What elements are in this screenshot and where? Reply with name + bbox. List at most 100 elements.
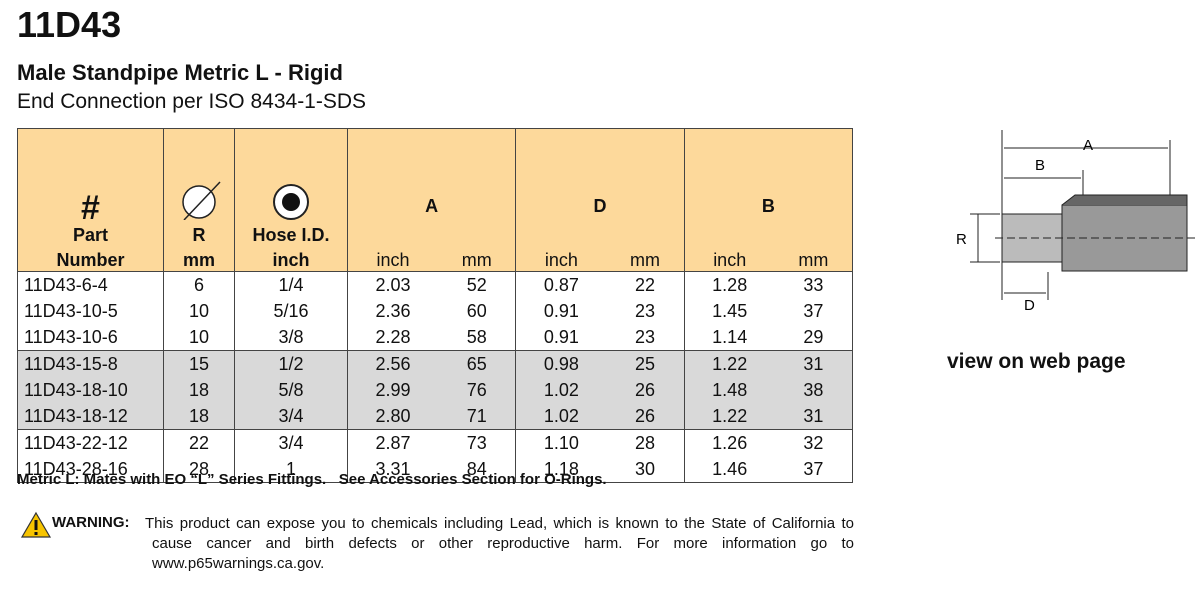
table-row: 11D43-18-12 18 3/4 2.80 71 1.02 26 1.22 31 bbox=[17, 403, 853, 430]
header-cell: # Part bbox=[17, 128, 164, 246]
dim-label: A bbox=[1083, 137, 1093, 154]
diagram: A B R D bbox=[956, 130, 1197, 314]
table-cell: 2.03 bbox=[347, 271, 439, 298]
group-header: D bbox=[515, 128, 685, 246]
table-cell: 18 bbox=[163, 377, 235, 403]
unit-header: inch bbox=[683, 246, 775, 272]
table-cell: 15 bbox=[163, 350, 235, 377]
dim-label: D bbox=[1024, 297, 1035, 314]
table-cell: 2.28 bbox=[347, 324, 439, 351]
table-row: 11D43-15-8 15 1/2 2.56 65 0.98 25 1.22 31 bbox=[17, 350, 853, 377]
table-cell: 11D43-18-12 bbox=[17, 403, 164, 430]
table-cell: 5/16 bbox=[234, 298, 348, 324]
table-cell: 26 bbox=[606, 377, 685, 403]
table-cell: 3.31 bbox=[347, 456, 439, 483]
table-row: 11D43-28-16 28 1 3.31 84 1.18 30 1.46 37 bbox=[17, 456, 853, 483]
table-cell: 0.87 bbox=[515, 271, 607, 298]
table-cell: 10 bbox=[163, 324, 235, 351]
table-cell: 30 bbox=[606, 456, 685, 483]
table-cell: 22 bbox=[606, 271, 685, 298]
header-text: mm bbox=[163, 246, 235, 272]
header-text: Number bbox=[17, 246, 164, 272]
table-cell: 73 bbox=[438, 429, 517, 456]
table-cell: 1.10 bbox=[515, 429, 607, 456]
table-cell: 76 bbox=[438, 377, 517, 403]
hose-icon bbox=[273, 184, 309, 220]
header-text: inch bbox=[234, 246, 348, 272]
table-cell: 1.22 bbox=[683, 403, 775, 430]
table-cell: 1.28 bbox=[683, 271, 775, 298]
dim-label: B bbox=[1035, 157, 1045, 174]
dim-label: R bbox=[956, 231, 967, 248]
table-cell: 1.02 bbox=[515, 403, 607, 430]
table-row: 11D43-6-4 6 1/4 2.03 52 0.87 22 1.28 33 bbox=[17, 271, 853, 298]
table-cell: 38 bbox=[774, 377, 853, 403]
table-cell: 1.14 bbox=[683, 324, 775, 351]
table-cell: 26 bbox=[606, 403, 685, 430]
table-cell: 1/2 bbox=[234, 350, 348, 377]
symbol: # bbox=[81, 189, 100, 227]
table-cell: 11D43-6-4 bbox=[17, 271, 164, 298]
table-cell: 65 bbox=[438, 350, 517, 377]
table-cell: 52 bbox=[438, 271, 517, 298]
table-cell: 1.46 bbox=[683, 456, 775, 483]
unit-header: mm bbox=[606, 246, 685, 272]
table-cell: 10 bbox=[163, 298, 235, 324]
table-cell: 31 bbox=[774, 350, 853, 377]
group-header: A bbox=[346, 128, 517, 246]
table-cell: 84 bbox=[438, 456, 517, 483]
unit-header: inch bbox=[515, 246, 607, 272]
connection: End Connection per ISO 8434-1-SDS bbox=[17, 90, 367, 113]
subtitle: Male Standpipe Metric L - Rigid bbox=[17, 60, 343, 85]
table-cell: 37 bbox=[774, 298, 853, 324]
title: 11D43 bbox=[17, 4, 122, 45]
table-cell: 25 bbox=[606, 350, 685, 377]
table-cell: 33 bbox=[774, 271, 853, 298]
table-cell: 2.56 bbox=[347, 350, 439, 377]
header-text: R bbox=[192, 225, 206, 245]
table-cell: 11D43-15-8 bbox=[17, 350, 164, 377]
table-cell: 2.36 bbox=[347, 298, 439, 324]
header-row: Number mm inch inch mm inch mm inch mm bbox=[17, 246, 853, 272]
table-row: 11D43-10-6 10 3/8 2.28 58 0.91 23 1.14 29 bbox=[17, 324, 853, 351]
table-cell: 23 bbox=[606, 298, 685, 324]
table-cell: 29 bbox=[774, 324, 853, 351]
table-cell: 2.80 bbox=[347, 403, 439, 430]
table-cell: 6 bbox=[163, 271, 235, 298]
table-cell: 28 bbox=[606, 429, 685, 456]
header-row: # Part R Hose I.D. A D B bbox=[17, 128, 854, 246]
table-cell: 11D43-10-6 bbox=[17, 324, 164, 351]
unit-header: mm bbox=[774, 246, 853, 272]
table-cell: 37 bbox=[774, 456, 853, 483]
table-cell: 58 bbox=[438, 324, 517, 351]
table-cell: 31 bbox=[774, 403, 853, 430]
table-cell: 22 bbox=[163, 429, 235, 456]
spec-table: # Part R Hose I.D. A D B Number mm inch inch mm inch… bbox=[17, 128, 854, 483]
header-text: Hose I.D. bbox=[252, 225, 330, 245]
table-cell: 2.99 bbox=[347, 377, 439, 403]
table-cell: 2.87 bbox=[347, 429, 439, 456]
diameter-icon bbox=[182, 181, 221, 221]
table-cell: 18 bbox=[163, 403, 235, 430]
table-row: 11D43-22-12 22 3/4 2.87 73 1.10 28 1.26 32 bbox=[17, 429, 853, 456]
table-cell: 11D43-22-12 bbox=[17, 429, 164, 456]
table-row: 11D43-18-10 18 5/8 2.99 76 1.02 26 1.48 38 bbox=[17, 377, 853, 403]
table-cell: 0.91 bbox=[515, 324, 607, 351]
table-cell: 1.22 bbox=[683, 350, 775, 377]
table-cell: 3/4 bbox=[234, 429, 348, 456]
table-cell: 23 bbox=[606, 324, 685, 351]
table-cell: 5/8 bbox=[234, 377, 348, 403]
table-cell: 1.48 bbox=[683, 377, 775, 403]
warning-icon bbox=[20, 511, 52, 538]
table-cell: 1.02 bbox=[515, 377, 607, 403]
header-cell: Hose I.D. bbox=[234, 128, 348, 246]
warning-label: WARNING: bbox=[52, 514, 130, 531]
table-cell: 0.91 bbox=[515, 298, 607, 324]
table-cell: 1/4 bbox=[234, 271, 348, 298]
header-cell: R bbox=[163, 128, 235, 246]
table-cell: 11D43-28-16 bbox=[17, 456, 164, 483]
table-cell: 1.45 bbox=[683, 298, 775, 324]
web-link[interactable]: view on web page bbox=[947, 350, 1126, 373]
table-cell: 3/4 bbox=[234, 403, 348, 430]
